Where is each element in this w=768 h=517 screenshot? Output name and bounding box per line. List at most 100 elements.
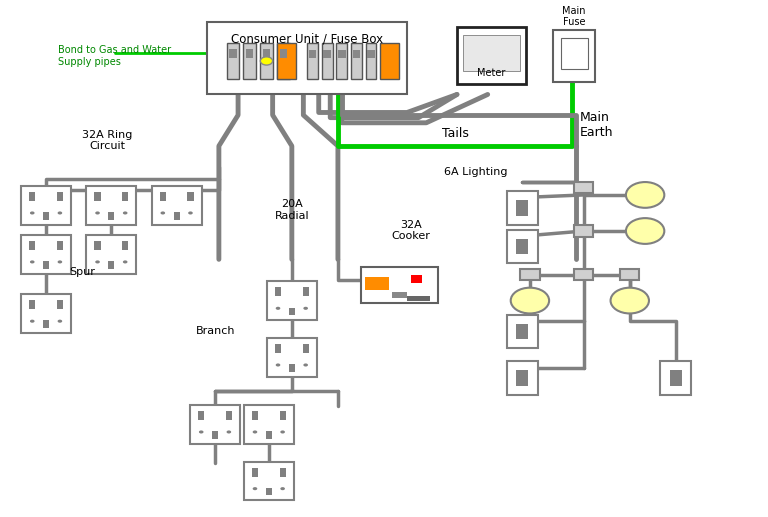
Bar xyxy=(198,411,204,420)
FancyBboxPatch shape xyxy=(457,27,526,84)
Circle shape xyxy=(30,320,35,323)
Bar xyxy=(392,292,407,298)
Bar xyxy=(246,49,253,58)
Bar xyxy=(122,241,128,250)
Circle shape xyxy=(58,211,62,215)
Circle shape xyxy=(30,261,35,264)
Text: Tails: Tails xyxy=(442,127,468,140)
FancyBboxPatch shape xyxy=(380,43,399,79)
Bar xyxy=(338,50,346,58)
Circle shape xyxy=(511,287,549,313)
FancyBboxPatch shape xyxy=(86,235,137,273)
Bar xyxy=(43,321,49,328)
Circle shape xyxy=(227,431,231,434)
Bar xyxy=(275,344,281,353)
Circle shape xyxy=(280,487,285,490)
Circle shape xyxy=(95,261,100,264)
Circle shape xyxy=(253,431,257,434)
Circle shape xyxy=(303,307,308,310)
Bar xyxy=(280,411,286,420)
Bar xyxy=(174,212,180,220)
Circle shape xyxy=(30,211,35,215)
Bar xyxy=(419,296,430,300)
Bar xyxy=(670,370,682,386)
Bar xyxy=(561,38,588,69)
Bar xyxy=(187,192,194,201)
Bar xyxy=(229,49,237,58)
Text: 32A Ring
Circuit: 32A Ring Circuit xyxy=(82,130,133,151)
Text: Spur: Spur xyxy=(69,267,95,277)
FancyBboxPatch shape xyxy=(336,43,347,79)
FancyBboxPatch shape xyxy=(553,30,595,82)
Circle shape xyxy=(123,211,127,215)
FancyBboxPatch shape xyxy=(277,43,296,79)
Text: 6A Lighting: 6A Lighting xyxy=(444,167,508,177)
FancyBboxPatch shape xyxy=(361,267,438,303)
Bar xyxy=(29,241,35,250)
FancyBboxPatch shape xyxy=(574,181,594,193)
FancyBboxPatch shape xyxy=(574,225,594,237)
FancyBboxPatch shape xyxy=(322,43,333,79)
Circle shape xyxy=(253,487,257,490)
Circle shape xyxy=(611,287,649,313)
Bar xyxy=(367,50,375,58)
Bar xyxy=(266,431,272,438)
Bar xyxy=(57,300,63,309)
Bar xyxy=(212,431,218,438)
FancyBboxPatch shape xyxy=(366,43,376,79)
FancyBboxPatch shape xyxy=(21,235,71,273)
Circle shape xyxy=(260,57,273,65)
FancyBboxPatch shape xyxy=(507,230,538,263)
FancyBboxPatch shape xyxy=(351,43,362,79)
Bar xyxy=(94,192,101,201)
Text: 20A
Radial: 20A Radial xyxy=(274,199,310,221)
Bar xyxy=(407,296,419,300)
FancyBboxPatch shape xyxy=(507,361,538,394)
FancyBboxPatch shape xyxy=(574,269,594,281)
FancyBboxPatch shape xyxy=(660,361,691,394)
FancyBboxPatch shape xyxy=(21,294,71,333)
Bar xyxy=(252,467,258,477)
Bar xyxy=(275,287,281,296)
Text: Consumer Unit / Fuse Box: Consumer Unit / Fuse Box xyxy=(231,33,383,45)
Bar xyxy=(323,50,331,58)
Bar xyxy=(226,411,232,420)
Bar xyxy=(365,278,389,290)
FancyBboxPatch shape xyxy=(277,43,290,79)
Bar xyxy=(289,308,295,315)
Text: Main
Fuse: Main Fuse xyxy=(562,6,586,27)
FancyBboxPatch shape xyxy=(190,405,240,444)
FancyBboxPatch shape xyxy=(207,22,407,95)
FancyBboxPatch shape xyxy=(267,281,316,320)
FancyBboxPatch shape xyxy=(244,462,293,500)
Bar xyxy=(516,324,528,339)
Circle shape xyxy=(188,211,193,215)
FancyBboxPatch shape xyxy=(267,338,316,376)
Bar xyxy=(94,241,101,250)
FancyBboxPatch shape xyxy=(244,405,293,444)
Bar xyxy=(57,192,63,201)
Circle shape xyxy=(199,431,204,434)
Bar xyxy=(303,287,309,296)
Circle shape xyxy=(58,320,62,323)
Circle shape xyxy=(95,211,100,215)
Circle shape xyxy=(280,431,285,434)
Circle shape xyxy=(276,307,280,310)
Text: 32A
Cooker: 32A Cooker xyxy=(392,220,430,241)
FancyBboxPatch shape xyxy=(520,269,539,281)
FancyBboxPatch shape xyxy=(620,269,639,281)
Bar xyxy=(122,192,128,201)
Circle shape xyxy=(58,261,62,264)
Bar xyxy=(411,275,422,282)
FancyBboxPatch shape xyxy=(243,43,256,79)
Bar xyxy=(43,212,49,220)
Circle shape xyxy=(161,211,165,215)
Circle shape xyxy=(626,218,664,244)
Bar xyxy=(263,49,270,58)
Text: Branch: Branch xyxy=(196,327,235,337)
Bar xyxy=(108,212,114,220)
Circle shape xyxy=(626,182,664,208)
Bar xyxy=(303,344,309,353)
FancyBboxPatch shape xyxy=(507,191,538,224)
Bar xyxy=(57,241,63,250)
